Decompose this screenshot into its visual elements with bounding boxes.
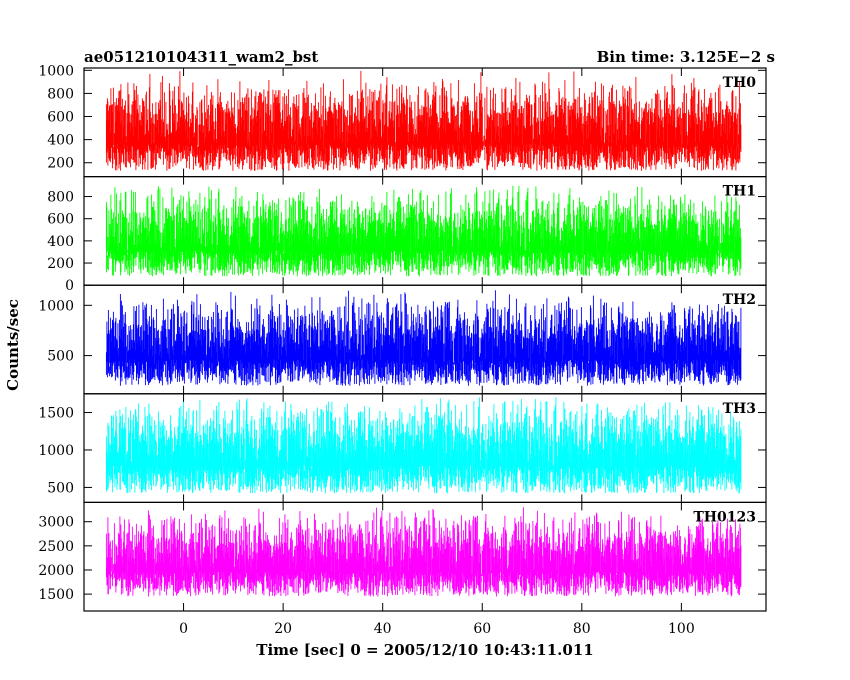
x-tick-label: 40: [374, 621, 392, 637]
series-th3: [106, 397, 741, 493]
x-tick-label: 60: [473, 621, 491, 637]
y-tick-label-th2: 500: [47, 349, 74, 365]
x-tick-label: 80: [573, 621, 591, 637]
y-tick-label-th1: 400: [47, 234, 74, 250]
y-tick-label-th0: 600: [47, 110, 74, 126]
y-tick-label-th3: 1500: [38, 406, 74, 422]
y-tick-label-th1: 0: [65, 278, 74, 294]
y-tick-label-th0: 800: [47, 86, 74, 102]
y-tick-label-th0: 1000: [38, 63, 74, 79]
y-tick-label-th0123: 3000: [38, 515, 74, 531]
y-tick-label-th0: 200: [47, 156, 74, 172]
series-th0123: [106, 507, 741, 596]
y-tick-label-th3: 1000: [38, 443, 74, 459]
series-th0: [106, 71, 741, 171]
y-axis-label: Counts/sec: [4, 299, 22, 391]
bin-time-label: Bin time: 3.125E−2 s: [597, 48, 775, 66]
y-tick-label-th3: 500: [47, 480, 74, 496]
series-th1: [106, 186, 741, 276]
y-tick-label-th2: 1000: [38, 298, 74, 314]
y-tick-label-th0123: 2500: [38, 539, 74, 555]
y-tick-label-th1: 600: [47, 212, 74, 228]
series-th2: [106, 290, 741, 386]
x-tick-label: 100: [668, 621, 695, 637]
panel-label-th2: TH2: [723, 292, 756, 308]
chart-title: ae051210104311_wam2_bst: [84, 48, 318, 66]
y-tick-label-th0123: 2000: [38, 563, 74, 579]
panel-label-th0123: TH0123: [693, 509, 756, 525]
x-axis-label: Time [sec] 0 = 2005/12/10 10:43:11.011: [256, 641, 593, 659]
panel-label-th0: TH0: [723, 75, 757, 91]
x-tick-label: 0: [179, 621, 188, 637]
y-tick-label-th1: 800: [47, 190, 74, 206]
x-tick-label: 20: [274, 621, 292, 637]
panel-label-th1: TH1: [723, 184, 756, 200]
y-tick-label-th0: 400: [47, 133, 74, 149]
y-tick-label-th1: 200: [47, 256, 74, 272]
panel-label-th3: TH3: [723, 401, 756, 417]
y-tick-label-th0123: 1500: [38, 587, 74, 603]
